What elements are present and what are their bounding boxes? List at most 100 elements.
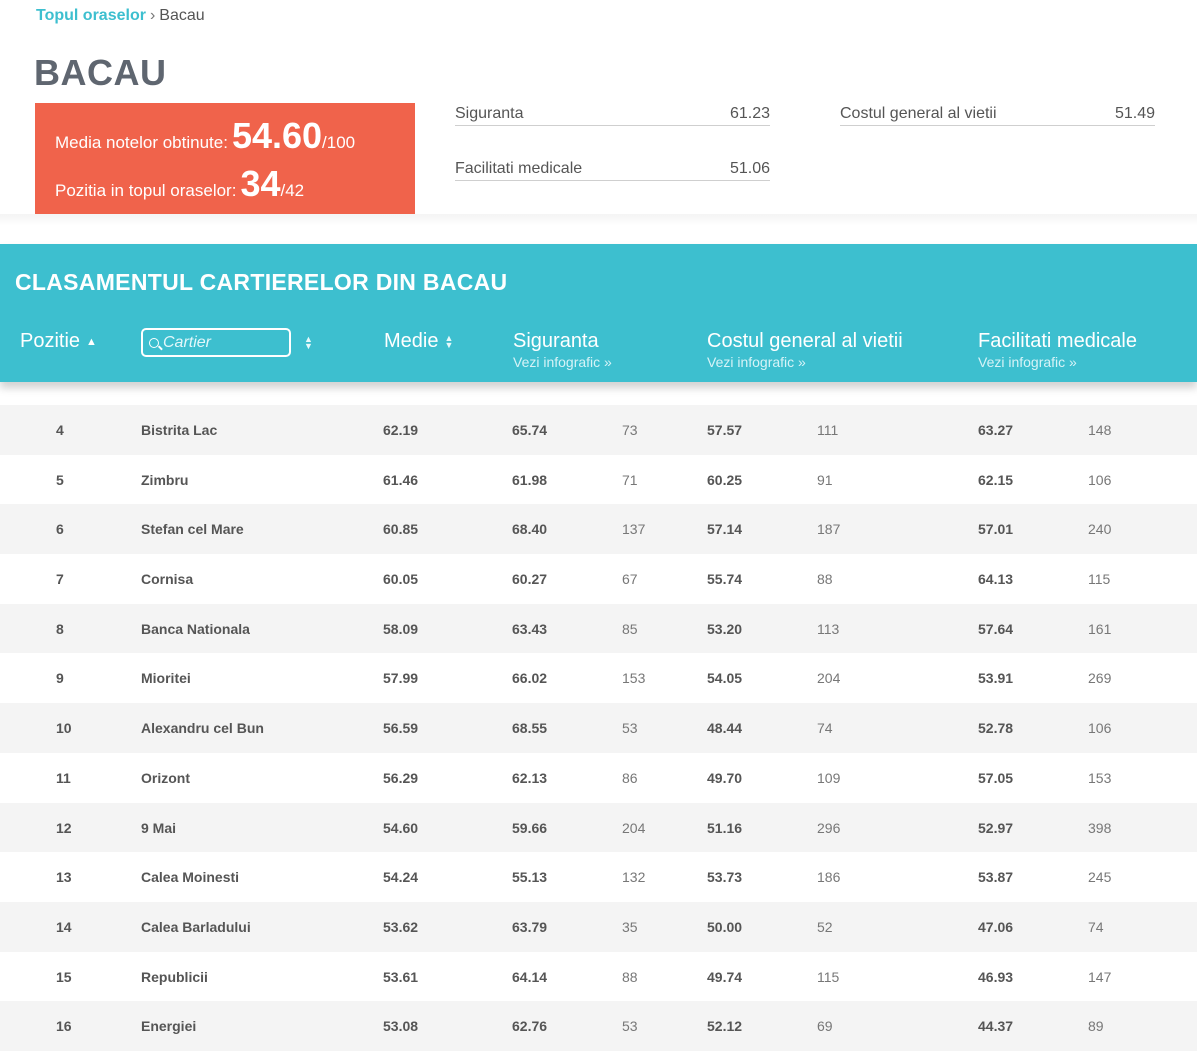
row-medical-score: 53.91 xyxy=(978,670,1014,687)
table-row[interactable]: 14 Calea Barladului 53.62 63.79 35 50.00… xyxy=(0,901,1197,952)
metric-medical-value: 51.06 xyxy=(729,160,770,177)
average-score-line: Media notelor obtinute: 54.60 /100 xyxy=(55,115,415,163)
table-row[interactable]: 8 Banca Nationala 58.09 63.43 85 53.20 1… xyxy=(0,603,1197,654)
row-medical-score: 52.97 xyxy=(978,819,1014,836)
row-safety-count: 137 xyxy=(622,521,646,538)
header-safety-label: Siguranta xyxy=(513,330,599,352)
row-position: 7 xyxy=(56,571,64,588)
row-medical-score: 46.93 xyxy=(978,968,1014,985)
row-safety-score: 64.14 xyxy=(512,968,548,985)
header-position-label: Pozitie xyxy=(20,330,81,352)
table-row[interactable]: 6 Stefan cel Mare 60.85 68.40 137 57.14 … xyxy=(0,504,1197,555)
header-cost: Costul general al vietii Vezi infografic… xyxy=(707,330,903,370)
table-row[interactable]: 7 Cornisa 60.05 60.27 67 55.74 88 64.13 … xyxy=(0,554,1197,604)
row-safety-score: 65.74 xyxy=(512,422,548,438)
row-medical-score: 52.78 xyxy=(978,720,1014,737)
row-cost-count: 91 xyxy=(817,471,833,488)
row-neighborhood-name: Mioritei xyxy=(141,670,191,687)
neighborhood-search xyxy=(141,328,291,357)
score-box: Media notelor obtinute: 54.60 /100 Pozit… xyxy=(35,103,415,214)
row-cost-score: 54.05 xyxy=(707,670,743,687)
sort-ascending-icon: ▲ xyxy=(86,335,97,348)
row-safety-count: 53 xyxy=(622,1018,638,1035)
metric-safety-label: Siguranta xyxy=(455,105,524,122)
metric-safety-value: 61.23 xyxy=(729,105,770,122)
table-row[interactable]: 10 Alexandru cel Bun 56.59 68.55 53 48.4… xyxy=(0,703,1197,753)
table-row[interactable]: 15 Republicii 53.61 64.14 88 49.74 115 4… xyxy=(0,952,1197,1002)
sort-average-icon: ▲ ▼ xyxy=(444,332,454,350)
row-position: 8 xyxy=(56,620,64,637)
row-neighborhood-name: Republicii xyxy=(141,968,208,985)
neighborhood-table: 4 Bistrita Lac 62.19 65.74 73 57.57 111 … xyxy=(0,405,1197,1051)
row-position: 11 xyxy=(56,769,71,786)
header-position[interactable]: Pozitie ▲ xyxy=(20,330,97,353)
metric-medical-label: Facilitati medicale xyxy=(455,160,583,177)
row-medical-score: 53.87 xyxy=(978,869,1014,886)
breadcrumb-link-top-cities[interactable]: Topul oraselor xyxy=(36,7,146,24)
row-medical-count: 269 xyxy=(1088,670,1112,687)
row-medical-count: 245 xyxy=(1088,869,1112,886)
header-cost-label: Costul general al vietii xyxy=(707,330,903,352)
row-cost-score: 57.57 xyxy=(707,422,743,438)
row-average: 57.99 xyxy=(383,670,419,687)
row-cost-count: 52 xyxy=(817,918,833,935)
header-medical: Facilitati medicale Vezi infografic » xyxy=(978,330,1137,370)
row-neighborhood-name: Calea Moinesti xyxy=(141,869,240,886)
header-average[interactable]: Medie ▲ ▼ xyxy=(384,330,453,353)
row-position: 9 xyxy=(56,670,64,687)
row-cost-score: 48.44 xyxy=(707,720,743,737)
row-position: 12 xyxy=(56,819,72,836)
table-row[interactable]: 13 Calea Moinesti 54.24 55.13 132 53.73 … xyxy=(0,852,1197,902)
row-medical-score: 64.13 xyxy=(978,571,1014,588)
row-cost-score: 51.16 xyxy=(707,819,743,836)
row-cost-score: 49.74 xyxy=(707,968,743,985)
row-safety-count: 71 xyxy=(622,471,638,488)
average-max: /100 xyxy=(322,133,356,152)
sort-neighborhood-icon[interactable]: ▲ ▼ xyxy=(304,334,313,351)
row-average: 56.59 xyxy=(383,720,419,737)
table-row[interactable]: 16 Energiei 53.08 62.76 53 52.12 69 44.3… xyxy=(0,1001,1197,1051)
row-safety-count: 153 xyxy=(622,670,646,687)
row-cost-count: 296 xyxy=(817,819,841,836)
row-position: 13 xyxy=(56,869,72,886)
cost-infographic-link[interactable]: Vezi infografic » xyxy=(707,354,806,370)
row-safety-score: 63.79 xyxy=(512,918,548,935)
header-medical-label: Facilitati medicale xyxy=(978,330,1137,352)
row-cost-score: 57.14 xyxy=(707,521,743,538)
row-position: 15 xyxy=(56,968,72,985)
row-cost-count: 204 xyxy=(817,670,841,687)
table-row[interactable]: 12 9 Mai 54.60 59.66 204 51.16 296 52.97… xyxy=(0,802,1197,853)
row-safety-score: 59.66 xyxy=(512,819,548,836)
table-title: CLASAMENTUL CARTIERELOR DIN BACAU xyxy=(15,269,508,295)
row-cost-score: 53.73 xyxy=(707,869,743,886)
row-medical-score: 62.15 xyxy=(978,471,1014,488)
metric-cost-label: Costul general al vietii xyxy=(840,105,997,122)
row-position: 10 xyxy=(56,720,72,737)
row-average: 53.61 xyxy=(383,968,419,985)
row-safety-count: 67 xyxy=(622,571,638,588)
row-medical-count: 161 xyxy=(1088,620,1112,637)
row-neighborhood-name: Calea Barladului xyxy=(141,918,251,935)
breadcrumb-current: Bacau xyxy=(159,7,205,24)
row-safety-score: 60.27 xyxy=(512,571,548,588)
row-medical-score: 63.27 xyxy=(978,422,1014,438)
safety-infographic-link[interactable]: Vezi infografic » xyxy=(513,354,612,370)
table-row[interactable]: 4 Bistrita Lac 62.19 65.74 73 57.57 111 … xyxy=(0,405,1197,455)
table-row[interactable]: 5 Zimbru 61.46 61.98 71 60.25 91 62.15 1… xyxy=(0,455,1197,505)
row-safety-count: 35 xyxy=(622,918,638,935)
row-cost-score: 52.12 xyxy=(707,1018,743,1035)
row-average: 60.05 xyxy=(383,571,419,588)
row-medical-score: 47.06 xyxy=(978,918,1014,935)
rank-max: /42 xyxy=(280,181,305,200)
row-position: 16 xyxy=(56,1018,72,1035)
row-safety-count: 204 xyxy=(622,819,646,836)
medical-infographic-link[interactable]: Vezi infografic » xyxy=(978,354,1077,370)
table-row[interactable]: 11 Orizont 56.29 62.13 86 49.70 109 57.0… xyxy=(0,753,1197,803)
row-safety-score: 61.98 xyxy=(512,471,548,488)
table-row[interactable]: 9 Mioritei 57.99 66.02 153 54.05 204 53.… xyxy=(0,653,1197,703)
row-cost-score: 50.00 xyxy=(707,918,743,935)
row-medical-score: 57.64 xyxy=(978,620,1014,637)
row-cost-count: 186 xyxy=(817,869,841,886)
section-divider xyxy=(0,214,1197,226)
neighborhood-search-input[interactable] xyxy=(163,333,283,352)
